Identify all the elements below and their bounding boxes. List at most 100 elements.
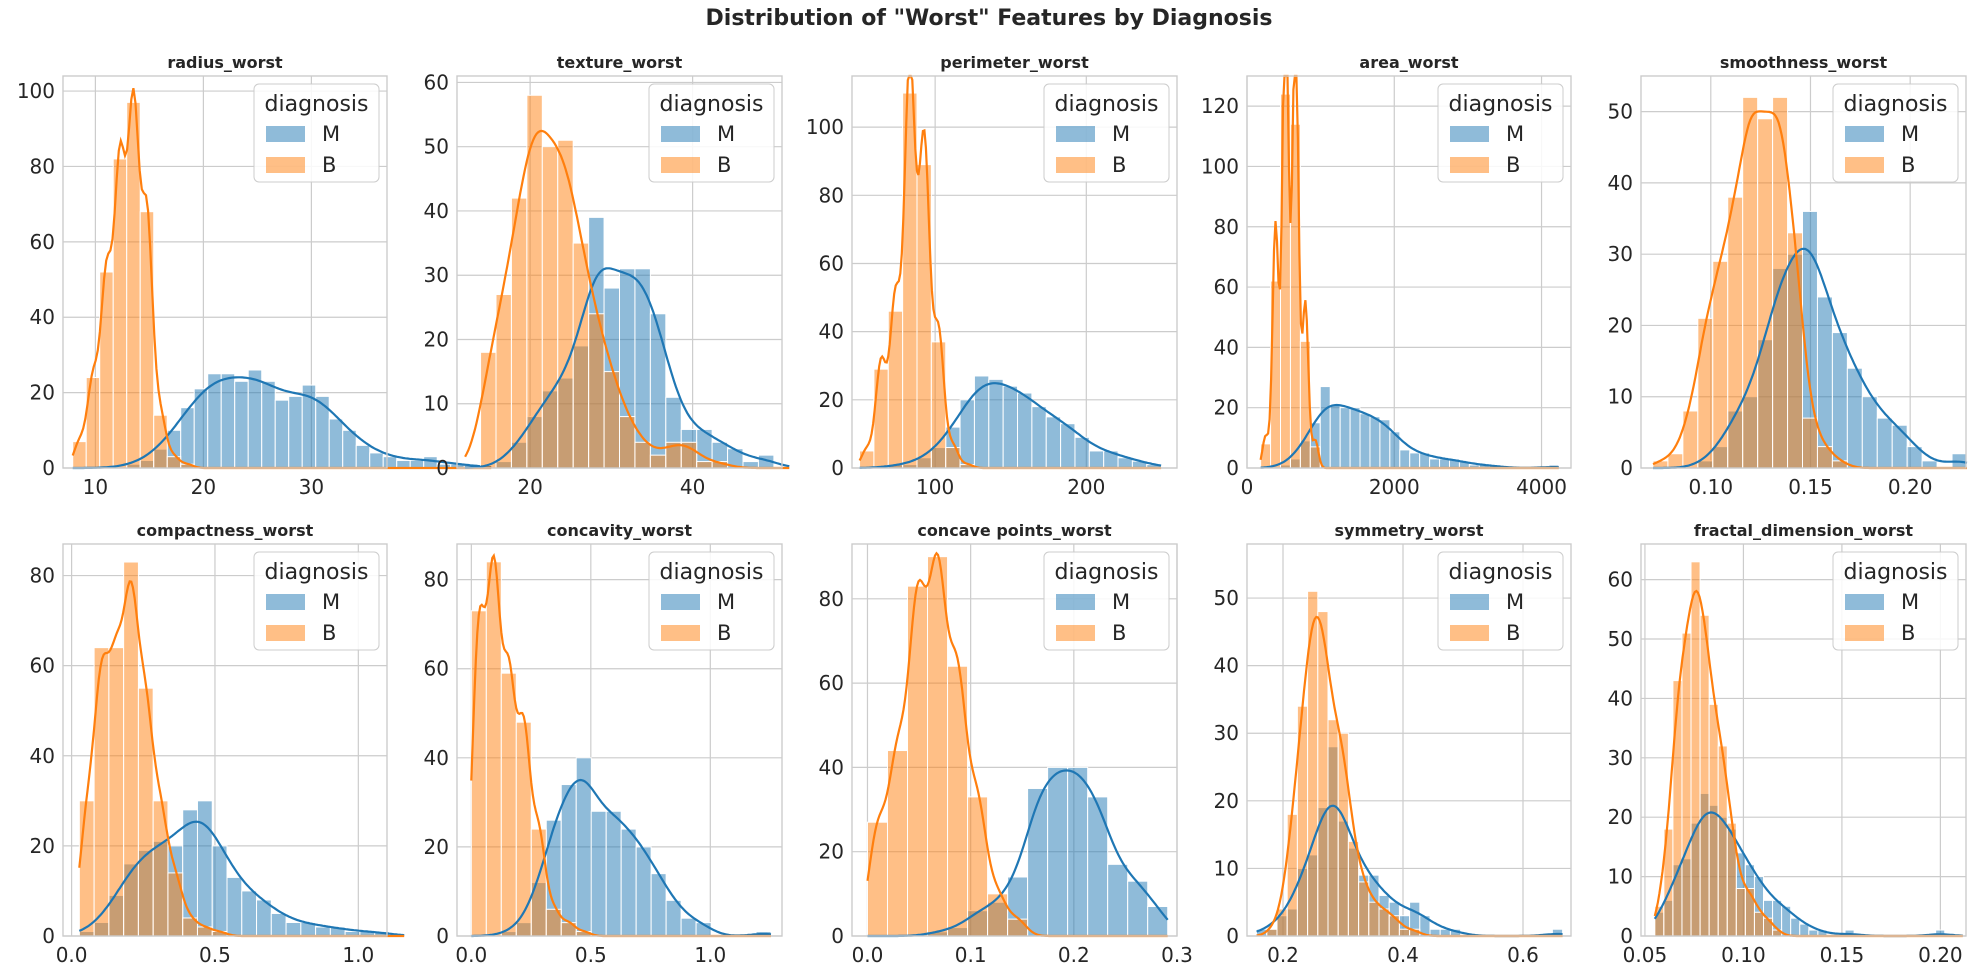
histogram-bar-B [927, 556, 949, 937]
histogram-bar-B [1681, 632, 1692, 937]
histogram-bar-B [1757, 118, 1774, 469]
histogram-bar-M [285, 921, 302, 937]
subplot-concave-points_worst: 0 20 40 60 80 0.0 0.1 0.2 0.3 concave points_wors… [819, 521, 1193, 967]
y-tick-label: 10 [424, 392, 449, 416]
legend-swatch-M [266, 594, 305, 610]
subplot-smoothness_worst: 0 10 20 30 40 50 0.10 0.15 0.20 smoothness_worstd… [1608, 53, 1968, 499]
legend-label-B: B [322, 153, 336, 177]
histogram-bar-B [139, 211, 155, 469]
histogram-bar-B [1787, 232, 1804, 469]
histogram-bar-M [1429, 458, 1441, 469]
histogram-bar-M [409, 459, 425, 469]
histogram-bar-B [500, 672, 517, 937]
histogram-bar-B [1727, 196, 1744, 469]
y-tick-label: 40 [1608, 171, 1633, 195]
x-tick-label: 40 [680, 475, 705, 499]
legend: diagnosis MB [253, 551, 380, 651]
y-tick-label: 40 [30, 305, 55, 329]
y-tick-label: 20 [30, 381, 55, 405]
y-tick-label: 60 [424, 70, 449, 94]
histogram-bar-B [72, 441, 87, 469]
histogram-bar-M [560, 784, 577, 937]
y-tick-label: 60 [30, 654, 55, 678]
histogram-bar-M [1846, 367, 1863, 469]
histogram-bar-M [1088, 450, 1105, 469]
x-tick-label: 0.0 [455, 943, 487, 967]
histogram-bar-B [93, 647, 110, 937]
histogram-bar-M [1045, 416, 1062, 469]
histogram-bar-M [220, 373, 236, 469]
y-tick-label: 0 [1620, 924, 1633, 948]
y-tick-label: 60 [424, 657, 449, 681]
histogram-bar-M [247, 369, 263, 469]
legend: diagnosis MB [1437, 551, 1564, 651]
legend-title: diagnosis [660, 92, 764, 117]
histogram-bar-M [369, 452, 384, 469]
y-tick-label: 60 [30, 230, 55, 254]
histogram-bar-M [1067, 766, 1089, 937]
y-tick-label: 20 [1608, 805, 1633, 829]
histogram-bar-M [1369, 416, 1381, 469]
x-tick-label: 0.5 [199, 943, 231, 967]
kde-curve-M [78, 820, 405, 937]
x-tick-label: 200 [1067, 475, 1105, 499]
histogram-bar-B [696, 461, 713, 469]
histogram-bar-B [1398, 928, 1411, 937]
histogram-bar-B [859, 450, 875, 469]
histogram-bar-M [1319, 386, 1331, 469]
axes-frame [62, 543, 388, 937]
histogram-bar-M [1107, 863, 1129, 937]
histogram-bar-B [1368, 901, 1380, 937]
y-tick-label: 50 [1608, 627, 1633, 651]
x-tick-label: 0.15 [1820, 943, 1865, 967]
y-tick-label: 80 [819, 183, 844, 207]
histogram-bar-M [1147, 905, 1169, 937]
axes-frame [851, 75, 1178, 469]
subplot-title: concavity_worst [547, 521, 692, 540]
axes-frame [1640, 543, 1967, 937]
histogram-bar-M [1790, 917, 1801, 937]
x-tick-label: 0.20 [1918, 943, 1963, 967]
legend-title: diagnosis [1844, 560, 1948, 585]
histogram-bar-B [1388, 915, 1400, 937]
histogram-bar-M [288, 395, 303, 469]
legend-swatch-B [1845, 157, 1884, 173]
histogram-bar-B [1286, 813, 1298, 937]
histogram-bar-M [1027, 787, 1049, 937]
histogram-bar-B [1708, 703, 1719, 937]
subplot-symmetry_worst: 0 10 20 30 40 50 0.2 0.4 0.6 symmetry_worstdiagno… [1214, 521, 1572, 967]
x-tick-label: 0.4 [1387, 943, 1419, 967]
kde-curve-M [867, 769, 1169, 938]
histogram-bar-M [196, 800, 213, 937]
subplot-texture_worst: 0 10 20 30 40 50 60 20 40 texture_worst diagnosis M… [424, 53, 790, 499]
histogram-bar-M [1017, 392, 1033, 469]
y-tick-label: 100 [806, 115, 844, 139]
y-tick-label: 60 [819, 251, 844, 275]
histogram-bar-B [1753, 911, 1765, 937]
y-tick-label: 20 [1608, 313, 1633, 337]
y-tick-label: 0 [42, 924, 55, 948]
y-tick-label: 10 [1214, 856, 1239, 880]
legend-label-B: B [717, 153, 731, 177]
legend: diagnosis MB [1832, 551, 1959, 651]
y-tick-label: 0 [436, 456, 449, 480]
y-tick-label: 0 [42, 456, 55, 480]
histogram-bar-B [495, 293, 512, 469]
histogram-bar-M [620, 828, 637, 937]
y-tick-label: 30 [1214, 721, 1239, 745]
histogram-bar-M [423, 456, 438, 469]
kde-curve-M [859, 382, 1162, 469]
y-tick-label: 30 [1608, 746, 1633, 770]
x-tick-label: 0.05 [1623, 943, 1668, 967]
histogram-bar-B [967, 796, 989, 937]
histogram-bar-B [634, 441, 651, 469]
subplot-title: compactness_worst [137, 521, 314, 540]
legend-label-M: M [1112, 122, 1130, 146]
x-tick-label: 0.20 [1888, 475, 1933, 499]
legend-title: diagnosis [1055, 92, 1159, 117]
x-tick-label: 0.2 [1058, 943, 1090, 967]
legend: diagnosis MB [1437, 83, 1564, 183]
histogram-bar-B [1744, 887, 1755, 937]
legend-swatch-B [1450, 157, 1489, 173]
x-tick-label: 10 [83, 475, 108, 499]
